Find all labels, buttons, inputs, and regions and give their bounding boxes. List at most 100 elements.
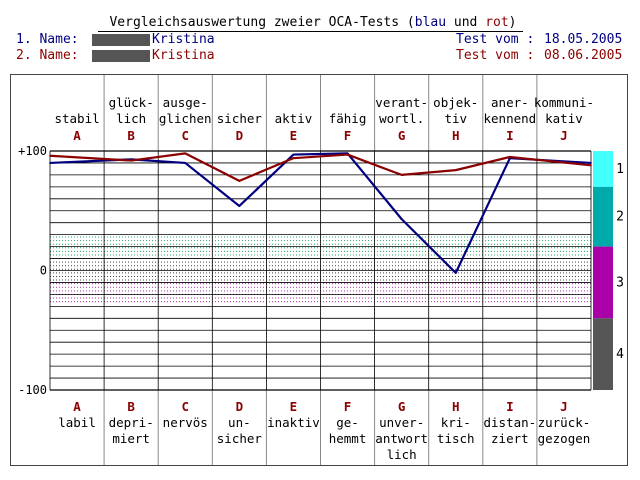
bottom-category-letter: A bbox=[73, 399, 81, 414]
top-trait-label: kommuni- bbox=[534, 95, 594, 110]
top-trait-label: verant- bbox=[375, 95, 428, 110]
row2-date: 08.06.2005 bbox=[544, 48, 623, 63]
top-trait-label: objek- bbox=[433, 95, 478, 110]
y-tick-label: 0 bbox=[40, 264, 47, 278]
bottom-category-letter: B bbox=[127, 399, 135, 414]
bottom-trait-label: gezogen bbox=[538, 431, 591, 446]
chart-title: Vergleichsauswertung zweier OCA-Tests (b… bbox=[98, 15, 528, 30]
top-category-letter: I bbox=[506, 128, 514, 143]
bottom-trait-label: depri- bbox=[109, 415, 154, 430]
top-trait-label: aner- bbox=[491, 95, 529, 110]
bottom-category-letter: H bbox=[452, 399, 460, 414]
row2-test-label: Test vom : bbox=[456, 48, 535, 63]
series-point-red bbox=[590, 164, 592, 167]
row1-date: 18.05.2005 bbox=[544, 32, 623, 47]
row2-name: Kristina bbox=[152, 48, 215, 63]
chart-frame bbox=[10, 74, 628, 466]
bottom-trait-label: inaktiv bbox=[267, 415, 320, 430]
series-point-blue bbox=[238, 205, 241, 207]
bottom-trait-label: distan- bbox=[484, 415, 537, 430]
bottom-trait-label: miert bbox=[112, 431, 150, 446]
side-band bbox=[593, 246, 613, 319]
series-point-red bbox=[184, 152, 187, 155]
bottom-category-letter: F bbox=[344, 399, 352, 414]
title-red-word: rot bbox=[485, 15, 509, 30]
top-category-letter: F bbox=[344, 128, 352, 143]
top-category-letter: E bbox=[290, 128, 298, 143]
side-band bbox=[593, 318, 613, 390]
series-point-red bbox=[238, 180, 241, 182]
bottom-category-letter: I bbox=[506, 399, 514, 414]
title-suffix: ) bbox=[508, 15, 517, 30]
top-category-letter: J bbox=[560, 128, 568, 143]
series-point-blue bbox=[184, 162, 187, 164]
series-point-red bbox=[509, 156, 511, 158]
top-category-letter: C bbox=[181, 128, 189, 143]
top-trait-label: sicher bbox=[217, 111, 263, 126]
top-trait-label: aktiv bbox=[275, 111, 313, 126]
y-tick-label: +100 bbox=[18, 144, 47, 158]
bottom-trait-label: zurück- bbox=[538, 415, 591, 430]
side-band-label: 3 bbox=[616, 275, 624, 290]
top-category-letter: B bbox=[127, 128, 135, 143]
bottom-trait-label: un- bbox=[228, 415, 251, 430]
top-category-letter: A bbox=[73, 128, 81, 143]
top-trait-label: tiv bbox=[444, 111, 467, 126]
side-band bbox=[593, 151, 613, 187]
top-trait-label: wortl. bbox=[379, 111, 424, 126]
top-trait-label: fähig bbox=[329, 111, 367, 126]
series-point-red bbox=[292, 157, 295, 159]
series-point-red bbox=[49, 154, 51, 157]
top-category-letter: H bbox=[452, 128, 460, 143]
top-trait-label: kennend bbox=[484, 111, 537, 126]
series-point-red bbox=[400, 174, 403, 176]
bottom-trait-label: kri- bbox=[441, 415, 471, 430]
row2-name-redaction bbox=[88, 48, 156, 63]
series-point-red bbox=[346, 153, 349, 156]
top-trait-label: kativ bbox=[545, 111, 583, 126]
bottom-category-letter: D bbox=[236, 399, 244, 414]
top-trait-label: glück- bbox=[109, 95, 154, 110]
row1-name: Kristina bbox=[152, 32, 215, 47]
top-trait-label: lich bbox=[116, 111, 146, 126]
bottom-category-letter: C bbox=[181, 399, 189, 414]
row1-test-label: Test vom : bbox=[456, 32, 535, 47]
series-point-blue bbox=[400, 218, 403, 220]
bottom-trait-label: ziert bbox=[491, 431, 529, 446]
series-line-blue bbox=[49, 152, 592, 274]
top-category-letter: G bbox=[398, 128, 406, 143]
top-category-letter: D bbox=[236, 128, 244, 143]
side-band-label: 2 bbox=[616, 210, 624, 225]
bottom-category-letter: E bbox=[290, 399, 298, 414]
bottom-category-letter: J bbox=[560, 399, 568, 414]
top-trait-label: glichen bbox=[159, 111, 212, 126]
side-band-label: 4 bbox=[616, 347, 624, 362]
bottom-trait-label: unver- bbox=[379, 415, 424, 430]
row2-label: 2. Name: bbox=[16, 48, 79, 63]
series-point-blue bbox=[590, 162, 592, 164]
bottom-trait-label: tisch bbox=[437, 431, 475, 446]
series-point-red bbox=[454, 169, 457, 171]
side-band bbox=[593, 186, 613, 247]
row1-name-redaction bbox=[88, 32, 156, 47]
bottom-trait-label: lich bbox=[387, 447, 417, 462]
bottom-trait-label: hemmt bbox=[329, 431, 367, 446]
title-prefix: Vergleichsauswertung zweier OCA-Tests ( bbox=[109, 15, 415, 30]
series-point-blue bbox=[454, 272, 457, 274]
series-line-red bbox=[49, 152, 592, 182]
series-point-blue bbox=[292, 153, 295, 156]
y-tick-label: -100 bbox=[18, 383, 47, 397]
side-band-label: 1 bbox=[616, 162, 624, 177]
top-trait-label: stabil bbox=[54, 111, 99, 126]
title-blue-word: blau bbox=[414, 15, 447, 30]
title-underline bbox=[98, 31, 523, 32]
top-trait-label: ausge- bbox=[163, 95, 208, 110]
bottom-trait-label: ge- bbox=[336, 415, 359, 430]
series-point-red bbox=[130, 159, 132, 162]
title-und: und bbox=[446, 15, 486, 30]
bottom-category-letter: G bbox=[398, 399, 406, 414]
bottom-trait-label: antwort bbox=[375, 431, 428, 446]
series-point-blue bbox=[49, 162, 51, 164]
bottom-trait-label: sicher bbox=[217, 431, 263, 446]
